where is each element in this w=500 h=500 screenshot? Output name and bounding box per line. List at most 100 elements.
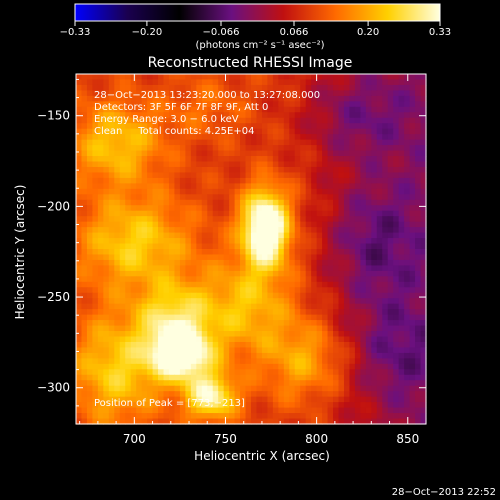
heatmap-cell [256,352,263,359]
heatmap-cell [240,331,247,338]
heatmap-cell [114,265,121,272]
heatmap-cell [152,238,159,245]
heatmap-cell [114,134,121,141]
heatmap-cell [119,183,126,190]
heatmap-cell [229,352,236,359]
heatmap-cell [108,358,115,365]
heatmap-cell [415,298,422,305]
heatmap-cell [196,210,203,217]
heatmap-cell [283,156,290,163]
heatmap-cell [360,341,367,349]
heatmap-cell [174,84,181,92]
heatmap-cell [76,314,83,321]
heatmap-cell [354,292,361,299]
heatmap-cell [114,205,121,212]
heatmap-cell [97,123,104,130]
heatmap-cell [92,161,99,168]
heatmap-cell [196,117,203,124]
heatmap-cell [360,216,367,223]
heatmap-cell [179,298,186,305]
heatmap-cell [349,292,356,299]
heatmap-cell [147,150,154,157]
heatmap-cell [218,413,225,420]
heatmap-cell [114,238,121,245]
heatmap-cell [196,320,203,327]
heatmap-cell [240,374,247,381]
heatmap-cell [283,123,290,130]
info-line-time: 28−Oct−2013 13:23:20.000 to 13:27:08.000 [94,90,320,101]
heatmap-cell [333,380,340,387]
heatmap-cell [97,287,104,294]
heatmap-cell [125,106,132,113]
heatmap-cell [415,265,422,272]
heatmap-cell [234,74,241,81]
heatmap-cell [147,156,154,163]
heatmap-cell [130,309,137,316]
heatmap-cell [245,84,252,92]
heatmap-cell [409,150,416,157]
heatmap-cell [316,374,323,381]
heatmap-cell [398,287,405,294]
heatmap-cell [393,172,400,179]
heatmap-cell [300,172,307,179]
heatmap-cell [420,292,427,299]
heatmap-cell [278,194,285,201]
heatmap-cell [103,287,110,294]
heatmap-cell [223,369,230,376]
heatmap-cell [251,380,258,387]
heatmap-cell [376,281,383,288]
heatmap-cell [163,341,170,349]
heatmap-cell [420,276,427,283]
heatmap-cell [393,238,400,245]
heatmap-cell [354,177,361,184]
heatmap-cell [393,112,400,119]
heatmap-cell [283,205,290,212]
heatmap-cell [365,331,372,338]
heatmap-cell [311,183,318,190]
heatmap-cell [92,374,99,381]
heatmap-cell [196,396,203,403]
heatmap-cell [147,402,154,409]
heatmap-cell [218,199,225,206]
heatmap-cell [86,232,94,239]
heatmap-cell [108,320,115,327]
heatmap-cell [81,199,88,206]
heatmap-cell [387,112,394,119]
heatmap-cell [354,320,361,327]
heatmap-cell [283,90,290,97]
heatmap-cell [251,150,258,157]
heatmap-cell [316,358,323,365]
heatmap-cell [261,309,269,316]
heatmap-cell [365,205,372,212]
heatmap-cell [300,352,307,359]
heatmap-cell [130,243,137,250]
heatmap-cell [179,259,186,267]
heatmap-cell [294,117,301,124]
heatmap-cell [119,123,126,130]
heatmap-cell [278,249,285,256]
heatmap-cell [261,402,269,409]
heatmap-cell [240,101,247,108]
heatmap-cell [97,325,104,332]
heatmap-cell [360,79,367,86]
heatmap-cell [272,84,279,92]
heatmap-cell [415,188,422,195]
heatmap-cell [333,205,340,212]
heatmap-cell [272,314,279,321]
heatmap-cell [289,95,296,102]
heatmap-cell [382,352,389,359]
heatmap-cell [174,374,181,381]
heatmap-cell [201,309,208,316]
heatmap-cell [398,413,405,420]
heatmap-cell [404,402,411,409]
heatmap-cell [404,298,411,305]
heatmap-cell [223,407,230,414]
heatmap-cell [234,177,241,184]
heatmap-cell [349,232,356,239]
heatmap-cell [152,227,159,234]
heatmap-cell [349,150,356,157]
heatmap-cell [201,347,208,354]
heatmap-cell [163,325,170,332]
heatmap-cell [261,101,269,108]
heatmap-cell [168,254,176,261]
